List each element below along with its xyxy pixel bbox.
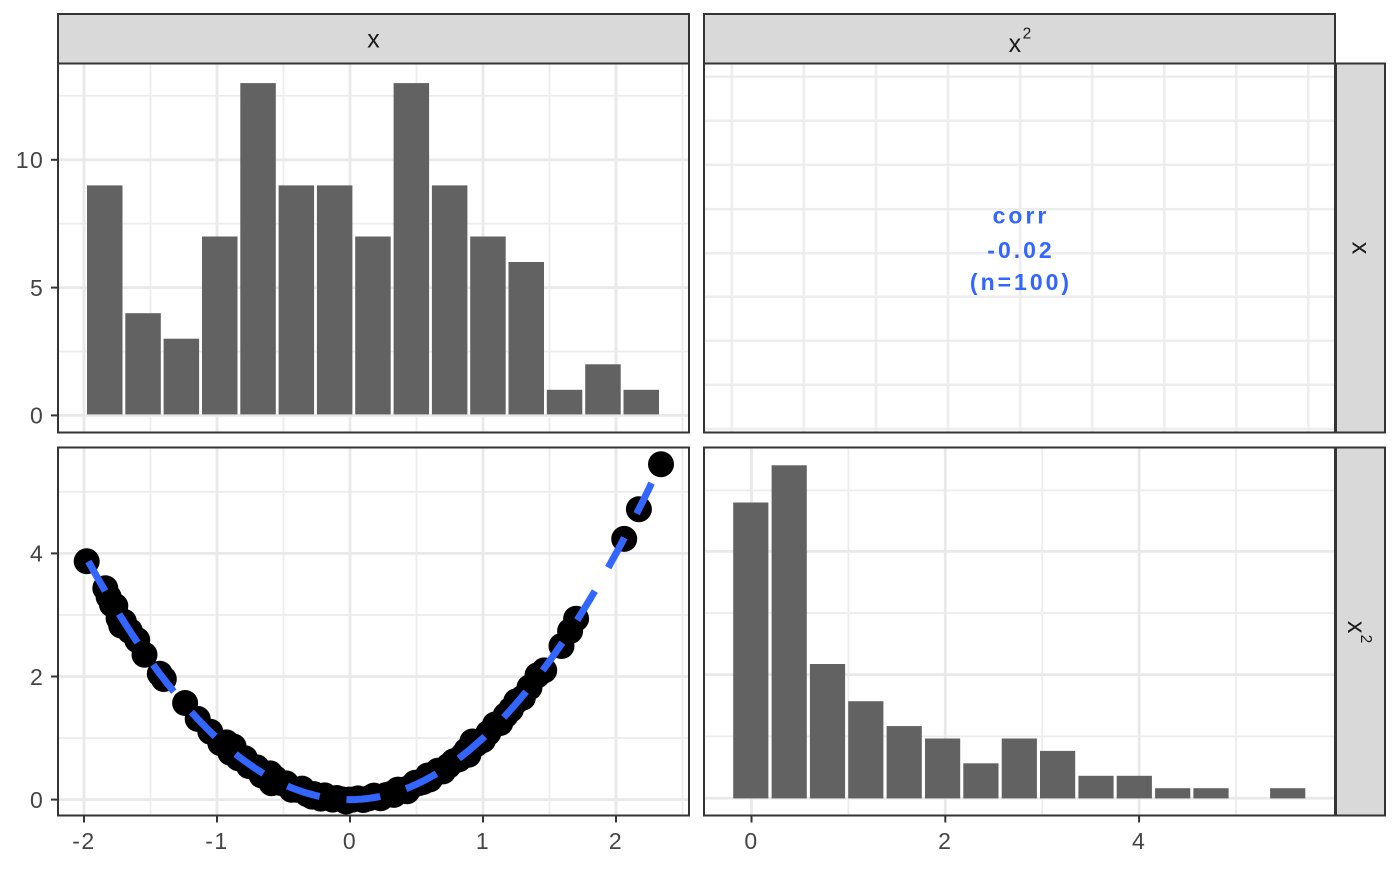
svg-text:2: 2 [1357,635,1374,644]
svg-text:x: x [1009,30,1022,58]
svg-text:10: 10 [16,147,45,173]
svg-text:0: 0 [30,787,44,813]
svg-text:-1: -1 [205,828,228,854]
svg-text:5: 5 [30,275,44,301]
svg-text:-2: -2 [72,828,95,854]
svg-text:corr: corr [993,203,1050,229]
svg-text:2: 2 [30,664,44,690]
svg-text:x: x [1347,242,1375,255]
svg-text:x: x [367,26,380,54]
svg-text:x: x [1342,621,1370,634]
svg-text:0: 0 [30,403,44,429]
svg-text:2: 2 [938,828,952,854]
svg-text:(n=100): (n=100) [970,269,1072,295]
svg-text:2: 2 [609,828,623,854]
svg-text:0: 0 [744,828,758,854]
svg-text:4: 4 [30,541,44,567]
svg-text:2: 2 [1023,25,1032,42]
svg-text:0: 0 [343,828,357,854]
svg-text:4: 4 [1132,828,1146,854]
svg-text:-0.02: -0.02 [987,237,1054,263]
svg-text:1: 1 [476,828,490,854]
